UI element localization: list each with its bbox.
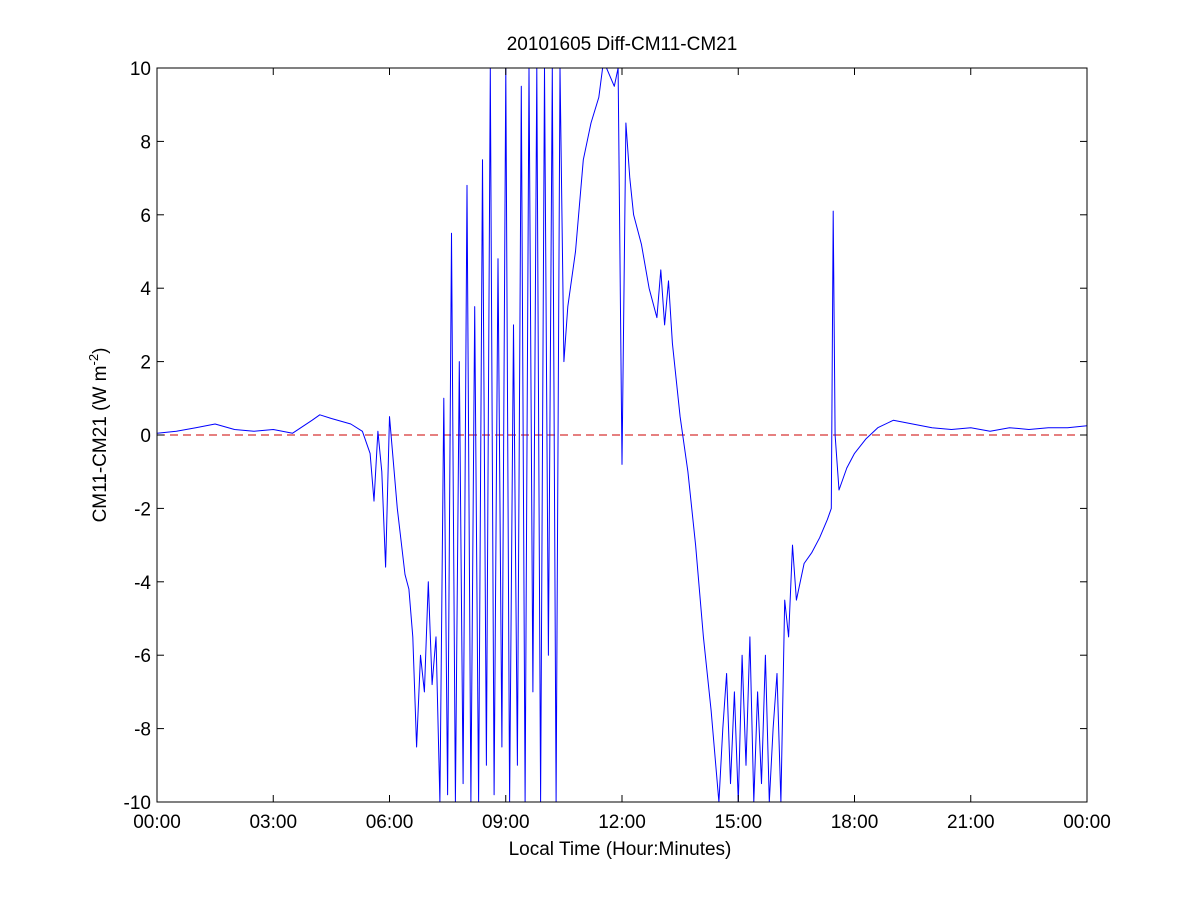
tick-labels-layer: 00:00 03:00 06:00 09:00 12:00 15:00 18:00 21:00… <box>124 59 1111 833</box>
y-tick-label: 0 <box>140 426 151 447</box>
series-line <box>157 68 1087 802</box>
y-tick-label: -2 <box>134 499 151 520</box>
y-tick-label: 2 <box>140 353 151 374</box>
plot-area <box>157 68 1087 802</box>
series-layer <box>157 68 1087 802</box>
y-tick-label: 6 <box>140 206 151 227</box>
y-tick-label: 8 <box>140 132 151 153</box>
y-tick-label: -10 <box>124 793 151 814</box>
y-tick-label: -4 <box>134 573 151 594</box>
x-tick-label: 00:00 <box>1063 812 1111 833</box>
ticks-layer <box>156 67 1088 803</box>
y-tick-label: -6 <box>134 646 151 667</box>
y-axis-label-main: CM11-CM21 (W m <box>90 365 111 522</box>
y-axis-label-superscript: -2 <box>86 354 101 366</box>
x-tick-label: 21:00 <box>947 812 995 833</box>
y-axis-label: CM11-CM21 (W m-2) <box>86 348 111 523</box>
y-tick-label: 4 <box>140 279 151 300</box>
x-axis-label: Local Time (Hour:Minutes) <box>509 839 732 860</box>
x-tick-label: 12:00 <box>598 812 646 833</box>
chart-title: 20101605 Diff-CM11-CM21 <box>507 34 738 55</box>
y-tick-label: -8 <box>134 720 151 741</box>
x-tick-label: 00:00 <box>133 812 181 833</box>
x-tick-label: 15:00 <box>714 812 762 833</box>
x-tick-label: 03:00 <box>249 812 297 833</box>
y-tick-label: 10 <box>130 59 151 80</box>
y-axis-label-suffix: ) <box>90 348 111 354</box>
x-tick-label: 18:00 <box>831 812 879 833</box>
x-tick-label: 09:00 <box>482 812 530 833</box>
x-tick-label: 06:00 <box>366 812 414 833</box>
